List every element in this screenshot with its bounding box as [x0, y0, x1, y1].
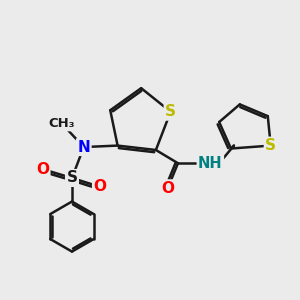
Text: S: S [165, 104, 176, 119]
Text: S: S [265, 138, 276, 153]
Text: N: N [77, 140, 90, 154]
Text: NH: NH [198, 156, 223, 171]
Text: S: S [67, 170, 77, 185]
Text: O: O [36, 162, 49, 177]
Text: O: O [93, 179, 106, 194]
Text: CH₃: CH₃ [48, 117, 75, 130]
Text: O: O [161, 181, 174, 196]
